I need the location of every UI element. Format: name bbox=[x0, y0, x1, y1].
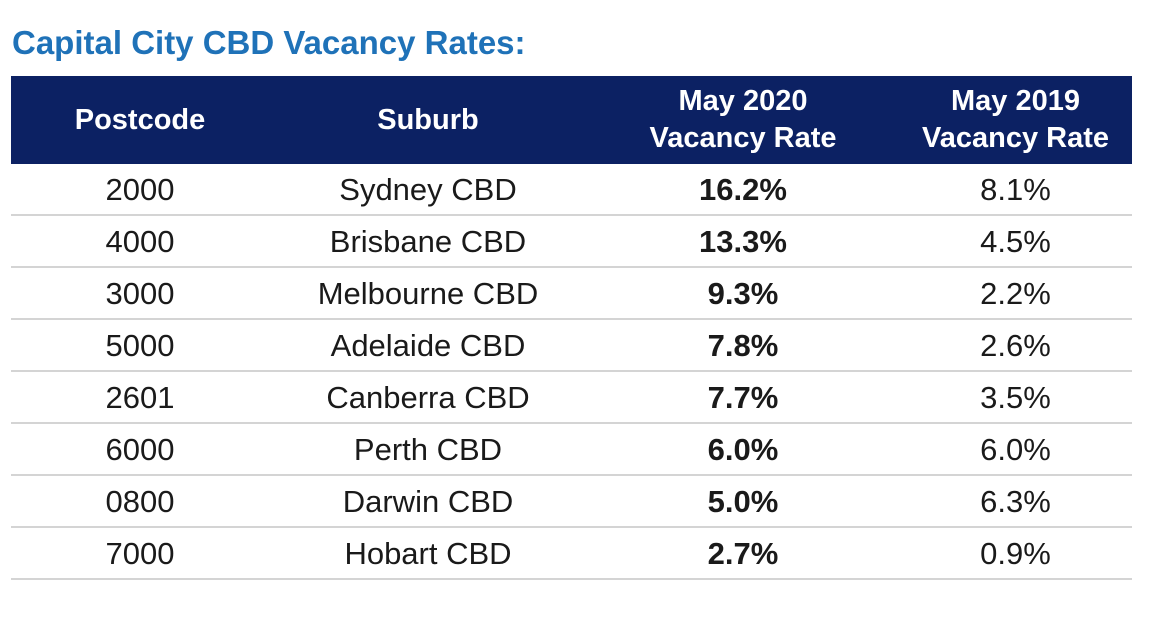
cell-may-2019: 8.1% bbox=[980, 172, 1051, 207]
cell-postcode: 0800 bbox=[105, 484, 175, 519]
cell-may-2020: 16.2% bbox=[699, 172, 787, 207]
cell-may-2020: 6.0% bbox=[707, 432, 779, 467]
cell-may-2019: 3.5% bbox=[980, 380, 1051, 415]
cell-may-2020: 9.3% bbox=[707, 276, 779, 311]
cell-postcode: 2000 bbox=[105, 172, 175, 207]
cell-may-2020: 5.0% bbox=[707, 484, 779, 519]
table-row: 6000 Perth CBD 6.0% 6.0% bbox=[11, 424, 1132, 476]
header-suburb-label: Suburb bbox=[377, 103, 479, 136]
cell-suburb: Darwin CBD bbox=[342, 484, 514, 519]
cell-suburb: Perth CBD bbox=[353, 432, 503, 467]
cell-postcode: 4000 bbox=[105, 224, 175, 259]
cell-suburb: Melbourne CBD bbox=[317, 276, 539, 311]
header-may-2019-line2: Vacancy Rate bbox=[921, 122, 1109, 154]
header-may-2020-line1: May 2020 bbox=[678, 85, 808, 117]
cell-postcode: 6000 bbox=[105, 432, 175, 467]
cell-may-2019: 6.3% bbox=[980, 484, 1051, 519]
cell-postcode: 3000 bbox=[105, 276, 175, 311]
cell-postcode: 7000 bbox=[105, 536, 175, 571]
header-may-2019: May 2019 Vacancy Rate bbox=[899, 83, 1132, 157]
cell-postcode: 5000 bbox=[105, 328, 175, 363]
cell-may-2019: 6.0% bbox=[980, 432, 1051, 467]
cell-may-2019: 0.9% bbox=[980, 536, 1051, 571]
cell-may-2019: 2.2% bbox=[980, 276, 1051, 311]
table-header: Postcode Suburb May 2020 Vacancy Rate Ma… bbox=[11, 76, 1132, 164]
table-row: 3000 Melbourne CBD 9.3% 2.2% bbox=[11, 268, 1132, 320]
cell-may-2020: 7.7% bbox=[707, 380, 779, 415]
table-row: 2601 Canberra CBD 7.7% 3.5% bbox=[11, 372, 1132, 424]
cell-may-2020: 2.7% bbox=[707, 536, 779, 571]
header-may-2020-line2: Vacancy Rate bbox=[649, 122, 837, 154]
cell-suburb: Adelaide CBD bbox=[330, 328, 526, 363]
table-row: 7000 Hobart CBD 2.7% 0.9% bbox=[11, 528, 1132, 580]
header-may-2020: May 2020 Vacancy Rate bbox=[587, 83, 899, 157]
header-postcode: Postcode bbox=[11, 102, 269, 139]
cell-may-2020: 13.3% bbox=[699, 224, 787, 259]
header-suburb: Suburb bbox=[269, 102, 587, 139]
table-row: 4000 Brisbane CBD 13.3% 4.5% bbox=[11, 216, 1132, 268]
cell-postcode: 2601 bbox=[105, 380, 175, 415]
cell-suburb: Hobart CBD bbox=[344, 536, 512, 571]
cell-suburb: Brisbane CBD bbox=[329, 224, 527, 259]
cell-suburb: Sydney CBD bbox=[339, 172, 517, 207]
header-may-2019-line1: May 2019 bbox=[951, 85, 1080, 117]
cell-suburb: Canberra CBD bbox=[326, 380, 530, 415]
cell-may-2020: 7.8% bbox=[707, 328, 779, 363]
page-title: Capital City CBD Vacancy Rates: bbox=[12, 24, 526, 61]
table-row: 0800 Darwin CBD 5.0% 6.3% bbox=[11, 476, 1132, 528]
table-row: 2000 Sydney CBD 16.2% 8.1% bbox=[11, 164, 1132, 216]
cell-may-2019: 2.6% bbox=[980, 328, 1051, 363]
header-postcode-label: Postcode bbox=[74, 103, 206, 136]
table-row: 5000 Adelaide CBD 7.8% 2.6% bbox=[11, 320, 1132, 372]
vacancy-rates-table: Postcode Suburb May 2020 Vacancy Rate Ma… bbox=[11, 76, 1132, 580]
cell-may-2019: 4.5% bbox=[980, 224, 1051, 259]
